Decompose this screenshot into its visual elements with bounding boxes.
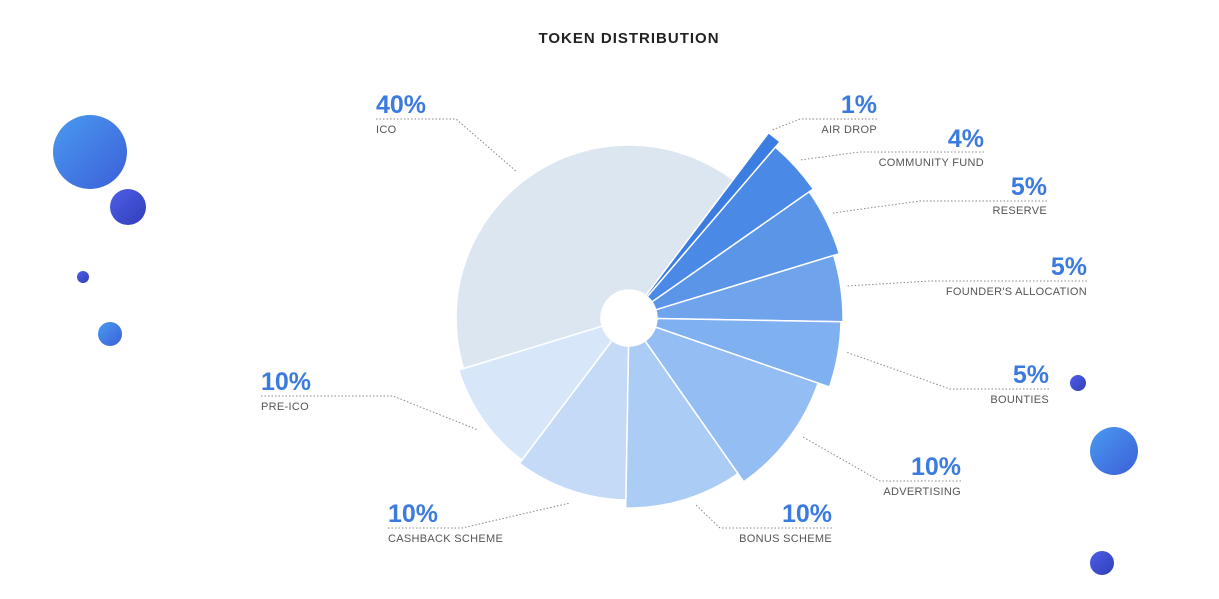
- slice: [644, 131, 782, 298]
- slice: [518, 339, 630, 501]
- leader-line: [388, 502, 571, 529]
- leader-line: [799, 151, 984, 161]
- slice: [455, 144, 735, 370]
- category-label: BONUS SCHEME: [739, 533, 832, 545]
- value-label: 40%: [376, 91, 426, 119]
- value-label: 5%: [1013, 361, 1049, 389]
- value-label: 1%: [841, 91, 877, 119]
- decor: [53, 115, 1138, 575]
- slice: [457, 325, 614, 462]
- category-label: ADVERTISING: [883, 486, 961, 498]
- leader-line: [261, 395, 479, 431]
- leader-line: [845, 351, 1049, 390]
- slice: [644, 326, 820, 483]
- category-label: RESERVE: [993, 205, 1047, 217]
- value-label: 10%: [388, 500, 438, 528]
- category-label: PRE-ICO: [261, 401, 309, 413]
- slice: [650, 190, 841, 311]
- value-label: 4%: [948, 125, 984, 153]
- category-label: BOUNTIES: [990, 394, 1049, 406]
- value-label: 10%: [782, 500, 832, 528]
- leader-line: [376, 118, 518, 173]
- leader-line: [771, 118, 877, 131]
- value-label: 5%: [1011, 173, 1047, 201]
- value-label: 10%: [261, 368, 311, 396]
- category-label: ICO: [376, 124, 397, 136]
- chart-title: TOKEN DISTRIBUTION: [538, 30, 719, 47]
- slice: [646, 146, 815, 303]
- leader-line: [802, 436, 961, 482]
- slice: [654, 254, 844, 323]
- value-label: 5%: [1051, 253, 1087, 281]
- value-label: 10%: [911, 453, 961, 481]
- category-label: FOUNDER'S ALLOCATION: [946, 286, 1087, 298]
- category-label: AIR DROP: [821, 124, 877, 136]
- leader-line: [832, 200, 1047, 214]
- slice: [654, 317, 842, 388]
- category-label: COMMUNITY FUND: [879, 157, 984, 169]
- slice: [624, 339, 740, 509]
- category-label: CASHBACK SCHEME: [388, 533, 503, 545]
- leader-line: [695, 504, 832, 529]
